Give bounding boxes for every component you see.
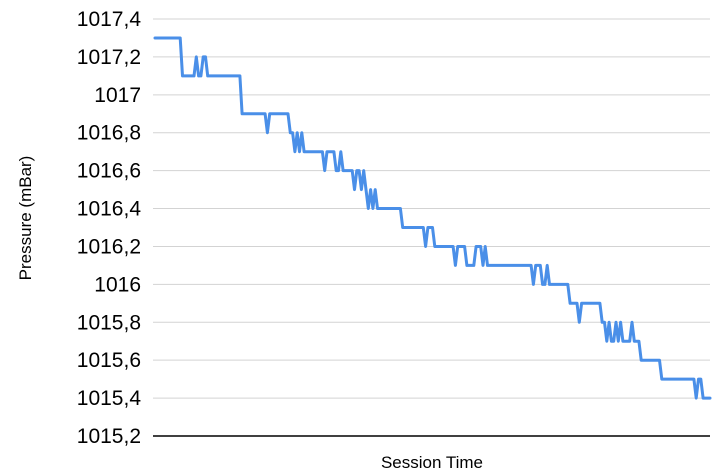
y-axis-tick-labels: 1015,2 1015,4 1015,6 1015,8 1016 1016,2 1016,4… [77, 8, 142, 448]
y-tick-label: 1015,2 [77, 425, 141, 448]
y-tick-label: 1016 [94, 273, 141, 296]
y-tick-label: 1017,4 [77, 8, 142, 31]
series-layer [153, 36, 712, 400]
y-tick-label: 1015,6 [77, 349, 141, 372]
y-tick-label: 1017 [94, 84, 141, 107]
y-tick-label: 1015,4 [77, 387, 142, 410]
y-tick-label: 1016,6 [77, 160, 141, 183]
y-axis-title: Pressure (mBar) [16, 156, 35, 281]
gridlines [153, 18, 710, 399]
y-tick-label: 1016,4 [77, 198, 142, 221]
pressure-series-line [153, 36, 712, 400]
x-axis-title: Session Time [381, 453, 483, 472]
y-tick-label: 1015,8 [77, 311, 141, 334]
y-tick-label: 1017,2 [77, 46, 141, 69]
y-tick-label: 1016,8 [77, 122, 141, 145]
y-tick-label: 1016,2 [77, 235, 141, 258]
